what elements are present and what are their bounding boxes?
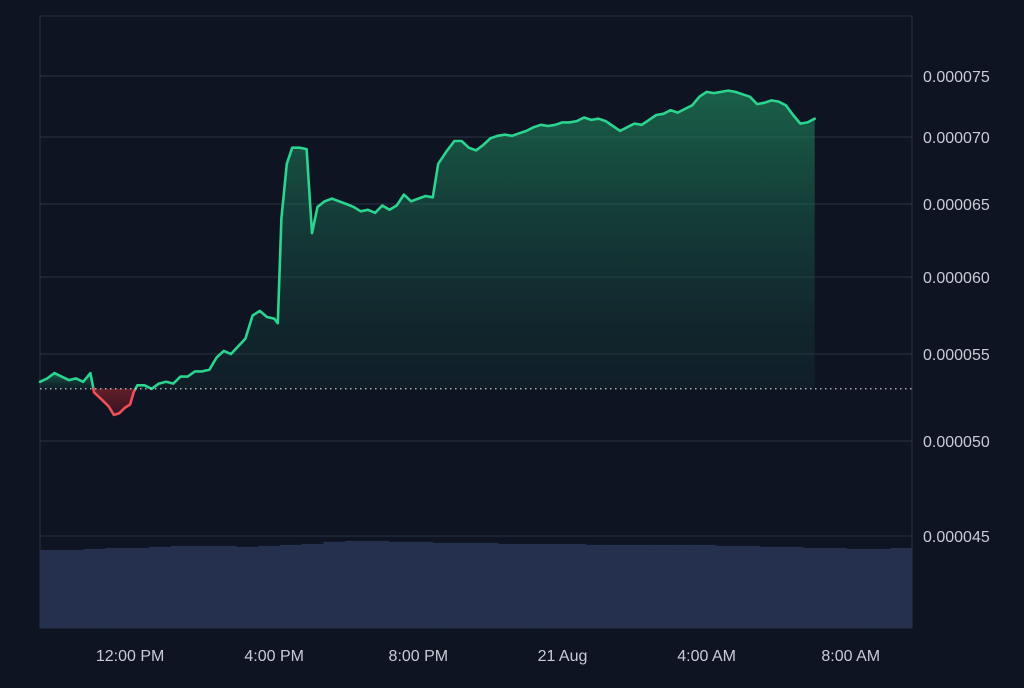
volume-bar bbox=[214, 545, 237, 628]
x-tick-label: 12:00 PM bbox=[96, 648, 164, 665]
volume-bar bbox=[541, 543, 564, 628]
volume-bar bbox=[388, 541, 412, 628]
volume-bar bbox=[454, 542, 477, 628]
volume-bar bbox=[170, 545, 194, 628]
volume-bar bbox=[650, 544, 673, 628]
volume-bar bbox=[279, 544, 303, 628]
volume-bars bbox=[40, 540, 913, 628]
volume-bar bbox=[737, 545, 760, 628]
volume-bar bbox=[759, 546, 782, 628]
volume-bar bbox=[803, 547, 826, 628]
price-line-down bbox=[92, 387, 137, 417]
volume-bar bbox=[694, 544, 717, 628]
volume-bar bbox=[149, 546, 172, 628]
volume-bar bbox=[301, 543, 324, 628]
volume-bar bbox=[236, 546, 259, 628]
volume-bar bbox=[83, 548, 106, 628]
y-tick-label: 0.000060 bbox=[923, 270, 990, 287]
x-axis-tick-labels: 12:00 PM 4:00 PM 8:00 PM 21 Aug 4:00 AM 8:00 … bbox=[96, 648, 880, 665]
volume-bar bbox=[127, 547, 150, 628]
volume-bar bbox=[519, 543, 542, 628]
volume-bar bbox=[258, 545, 281, 628]
price-line-up bbox=[134, 89, 816, 391]
volume-bar bbox=[192, 545, 215, 628]
volume-bar bbox=[367, 540, 390, 628]
volume-bar bbox=[868, 548, 891, 628]
price-line-up bbox=[38, 371, 95, 391]
volume-bar bbox=[345, 540, 368, 628]
y-tick-label: 0.000075 bbox=[923, 69, 990, 86]
volume-bar bbox=[563, 543, 586, 628]
y-tick-label: 0.000065 bbox=[923, 197, 990, 214]
volume-bar bbox=[846, 548, 869, 628]
price-area-up bbox=[135, 90, 815, 389]
price-area-down bbox=[93, 388, 136, 415]
price-line bbox=[38, 89, 912, 417]
y-tick-label: 0.000050 bbox=[923, 434, 990, 451]
volume-bar bbox=[476, 542, 499, 628]
x-tick-label: 4:00 AM bbox=[677, 648, 736, 665]
volume-bar bbox=[61, 549, 85, 628]
y-axis-tick-labels: 0.000075 0.000070 0.000065 0.000060 0.000055… bbox=[923, 69, 990, 546]
volume-bar bbox=[410, 541, 433, 628]
volume-bar bbox=[105, 547, 128, 628]
volume-bar bbox=[890, 547, 913, 628]
x-tick-label: 4:00 PM bbox=[244, 648, 304, 665]
volume-bar bbox=[497, 543, 521, 628]
y-tick-label: 0.000055 bbox=[923, 347, 990, 364]
volume-bar bbox=[432, 542, 455, 628]
y-tick-label: 0.000045 bbox=[923, 529, 990, 546]
volume-bar bbox=[672, 544, 695, 628]
y-tick-label: 0.000070 bbox=[923, 130, 990, 147]
volume-bar bbox=[40, 549, 63, 628]
price-area bbox=[40, 90, 815, 415]
x-tick-label: 8:00 PM bbox=[389, 648, 449, 665]
volume-bar bbox=[824, 547, 848, 628]
volume-bar bbox=[781, 546, 804, 628]
x-tick-label: 21 Aug bbox=[538, 648, 588, 665]
volume-bar bbox=[628, 544, 651, 628]
volume-bar bbox=[323, 541, 346, 628]
volume-bar bbox=[606, 544, 630, 628]
volume-bar bbox=[585, 544, 608, 628]
x-tick-label: 8:00 AM bbox=[821, 648, 880, 665]
volume-bar bbox=[715, 545, 739, 628]
price-area-up bbox=[40, 373, 94, 389]
